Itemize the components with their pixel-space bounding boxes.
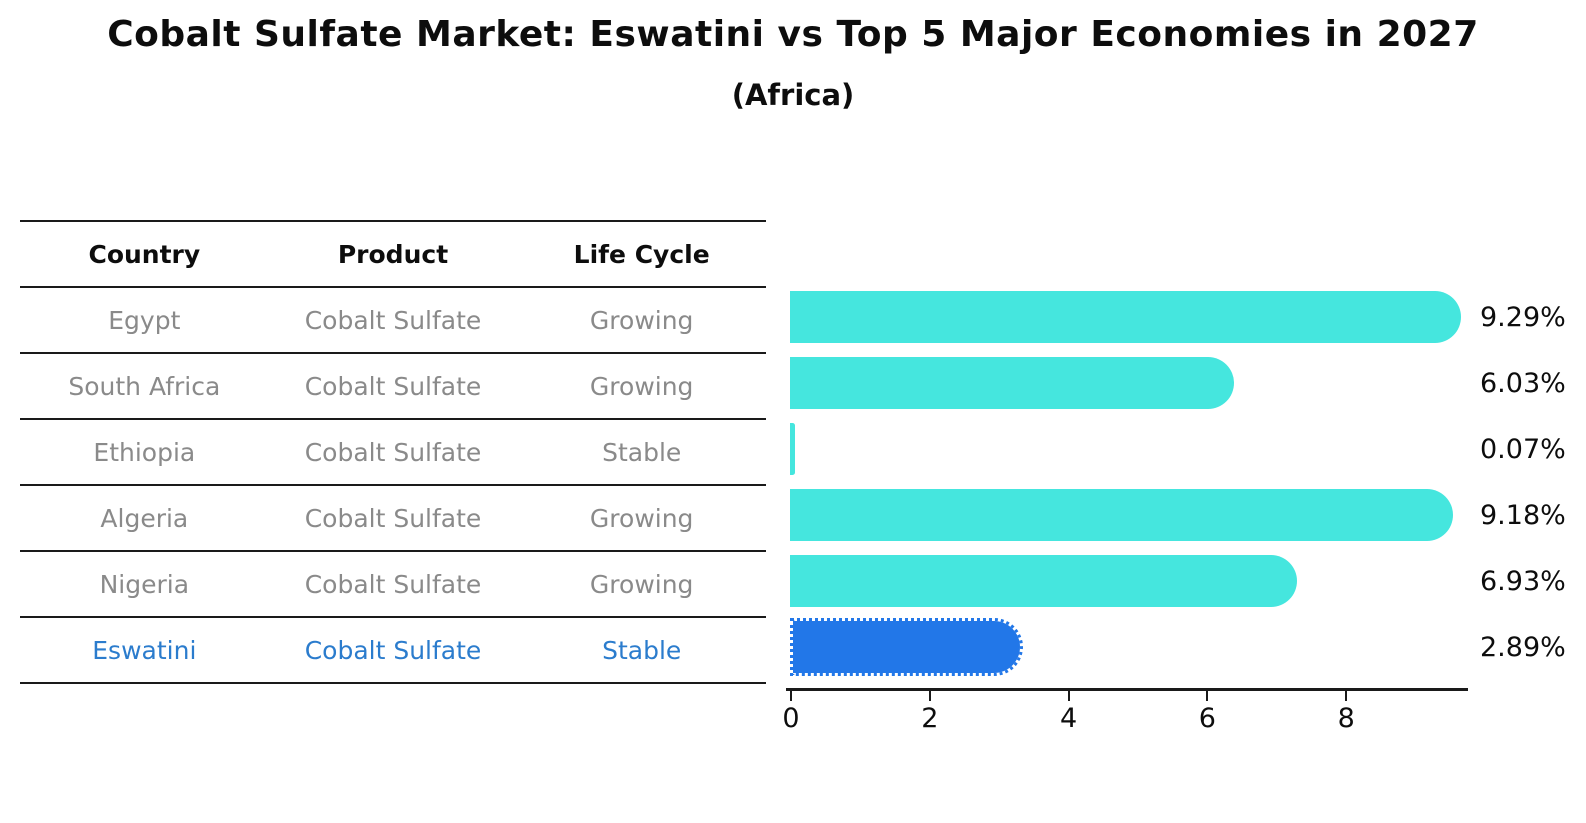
product-cell: Cobalt Sulfate xyxy=(304,371,482,401)
life-cycle-cell: Growing xyxy=(589,569,694,599)
table-body: Egypt Cobalt Sulfate Growing South Africa Co… xyxy=(20,288,766,684)
life-cycle-cell: Stable xyxy=(602,635,682,665)
value-label: 0.07% xyxy=(1480,433,1566,465)
table-header-life-cycle: Life Cycle xyxy=(573,239,710,269)
country-cell: Eswatini xyxy=(92,635,197,665)
product-cell: Cobalt Sulfate xyxy=(304,569,482,599)
country-table: Country Product Life Cycle Egypt Cobalt S… xyxy=(20,220,766,684)
value-label: 6.93% xyxy=(1480,565,1566,597)
x-axis-line xyxy=(786,688,1468,691)
x-axis-tick xyxy=(1206,691,1209,701)
life-cycle-cell: Stable xyxy=(602,437,682,467)
table-header-product: Product xyxy=(337,239,449,269)
bar-highlight-eswatini xyxy=(790,618,1023,676)
bar-ethiopia xyxy=(790,423,795,475)
country-cell: South Africa xyxy=(68,371,221,401)
table-header-country: Country xyxy=(88,239,201,269)
country-cell: Egypt xyxy=(108,305,181,335)
x-axis-tick-label: 8 xyxy=(1337,703,1355,734)
x-axis-tick xyxy=(1345,691,1348,701)
chart-subtitle: (Africa) xyxy=(731,78,855,112)
value-label: 9.29% xyxy=(1480,301,1566,333)
x-axis-tick-label: 0 xyxy=(782,703,800,734)
x-axis-tick-label: 2 xyxy=(921,703,939,734)
x-axis-tick-label: 6 xyxy=(1198,703,1216,734)
chart-title: Cobalt Sulfate Market: Eswatini vs Top 5… xyxy=(107,14,1479,55)
bar-nigeria xyxy=(790,555,1297,607)
bar-south-africa xyxy=(790,357,1235,409)
x-axis-tick xyxy=(1067,691,1070,701)
x-axis-tick xyxy=(928,691,931,701)
value-label: 2.89% xyxy=(1480,631,1566,663)
table-row: Algeria Cobalt Sulfate Growing xyxy=(20,486,766,552)
product-cell: Cobalt Sulfate xyxy=(304,503,482,533)
x-axis-tick-label: 4 xyxy=(1060,703,1078,734)
bar-egypt xyxy=(790,291,1461,343)
product-cell: Cobalt Sulfate xyxy=(304,635,482,665)
table-row: South Africa Cobalt Sulfate Growing xyxy=(20,354,766,420)
table-header-row: Country Product Life Cycle xyxy=(20,222,766,288)
table-row: Eswatini Cobalt Sulfate Stable xyxy=(20,618,766,684)
country-cell: Algeria xyxy=(100,503,189,533)
x-axis-tick xyxy=(790,691,792,701)
table-row: Nigeria Cobalt Sulfate Growing xyxy=(20,552,766,618)
product-cell: Cobalt Sulfate xyxy=(304,437,482,467)
country-cell: Nigeria xyxy=(99,569,190,599)
table-row: Ethiopia Cobalt Sulfate Stable xyxy=(20,420,766,486)
table-row: Egypt Cobalt Sulfate Growing xyxy=(20,288,766,354)
bar-algeria xyxy=(790,489,1454,541)
life-cycle-cell: Growing xyxy=(589,503,694,533)
life-cycle-cell: Growing xyxy=(589,305,694,335)
product-cell: Cobalt Sulfate xyxy=(304,305,482,335)
value-label: 6.03% xyxy=(1480,367,1566,399)
value-label: 9.18% xyxy=(1480,499,1566,531)
life-cycle-cell: Growing xyxy=(589,371,694,401)
country-cell: Ethiopia xyxy=(93,437,196,467)
